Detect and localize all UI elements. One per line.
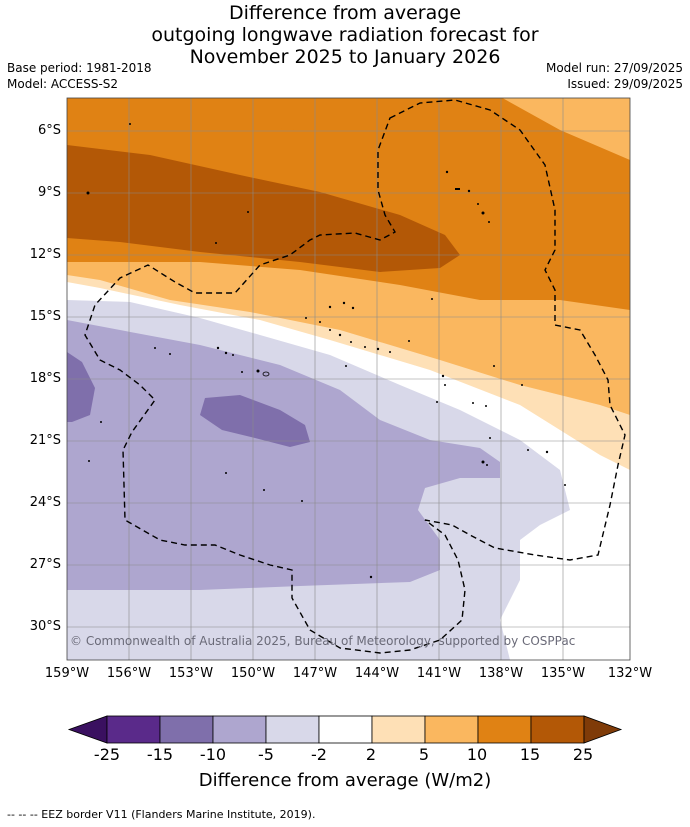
map-panel <box>67 98 630 660</box>
colorbar-segment <box>424 715 479 744</box>
colorbar-tick-label: -15 <box>146 745 174 764</box>
colorbar-tick-label: 5 <box>418 745 430 764</box>
band-minus-10-15-west <box>67 352 95 422</box>
lat-label: 15°S <box>29 309 61 324</box>
meta-right: Model run: 27/09/2025 Issued: 29/09/2025 <box>546 60 683 92</box>
colorbar-title: Difference from average (W/m2) <box>198 770 492 791</box>
meta-left: Base period: 1981-2018 Model: ACCESS-S2 <box>7 60 152 92</box>
lon-label: 150°W <box>230 666 276 681</box>
chart-title: Difference from average outgoing longwav… <box>0 2 690 68</box>
band-minus-5-10 <box>67 320 500 590</box>
lat-label: 12°S <box>29 247 61 262</box>
colorbar-arrow-high <box>583 715 623 744</box>
colorbar-arrow-low <box>67 715 108 744</box>
title-line-1: Difference from average <box>228 2 462 24</box>
colorbar <box>67 715 623 744</box>
lon-label: 147°W <box>292 666 338 681</box>
colorbar-tick-label: -25 <box>93 745 121 764</box>
lon-label: 156°W <box>106 666 152 681</box>
model-run: Model run: 27/09/2025 <box>545 61 683 75</box>
title-line-3: November 2025 to January 2026 <box>189 46 501 68</box>
colorbar-tick-label: 10 <box>466 745 488 764</box>
colorbar-tick-label: -10 <box>199 745 227 764</box>
lon-label: 153°W <box>168 666 214 681</box>
colorbar-tick-label: 2 <box>365 745 377 764</box>
colorbar-segment <box>477 715 532 744</box>
colorbar-segment <box>371 715 426 744</box>
map-frame <box>66 97 631 661</box>
colorbar-tick-label: 15 <box>519 745 541 764</box>
colorbar-segment <box>265 715 320 744</box>
colorbar-tick-label: 25 <box>572 745 594 764</box>
band-15-25 <box>67 98 460 272</box>
band-minus-10-15-center <box>200 395 310 447</box>
graticule <box>67 98 630 660</box>
band-10-15-top <box>67 98 460 130</box>
eez-border-french-polynesia <box>84 99 626 654</box>
colorbar-segment <box>318 715 373 744</box>
colorbar-segment <box>530 715 585 744</box>
issued-date: Issued: 29/09/2025 <box>567 77 683 91</box>
lon-label: 141°W <box>416 666 462 681</box>
lat-label: 27°S <box>29 557 61 572</box>
lat-label: 30°S <box>29 619 61 634</box>
lat-label: 9°S <box>37 185 61 200</box>
colorbar-segment <box>106 715 161 744</box>
colorbar-segment <box>159 715 214 744</box>
lat-label: 18°S <box>29 371 61 386</box>
copyright-notice: © Commonwealth of Australia 2025, Bureau… <box>70 634 576 648</box>
lon-label: 135°W <box>540 666 586 681</box>
base-period: Base period: 1981-2018 <box>7 61 152 75</box>
lon-label: 159°W <box>44 666 90 681</box>
lat-label: 6°S <box>37 123 61 138</box>
model-name: Model: ACCESS-S2 <box>7 77 119 91</box>
title-line-2: outgoing longwave radiation forecast for <box>151 24 539 46</box>
lon-label: 144°W <box>354 666 400 681</box>
eez-legend-note: -- -- -- EEZ border V11 (Flanders Marine… <box>7 808 316 821</box>
lat-label: 24°S <box>29 495 61 510</box>
lat-label: 21°S <box>29 433 61 448</box>
colorbar-segment <box>212 715 267 744</box>
islands <box>86 123 566 579</box>
lon-label: 138°W <box>478 666 524 681</box>
colorbar-tick-label: -2 <box>311 745 327 764</box>
lon-label: 132°W <box>607 666 653 681</box>
colorbar-tick-label: -5 <box>258 745 274 764</box>
